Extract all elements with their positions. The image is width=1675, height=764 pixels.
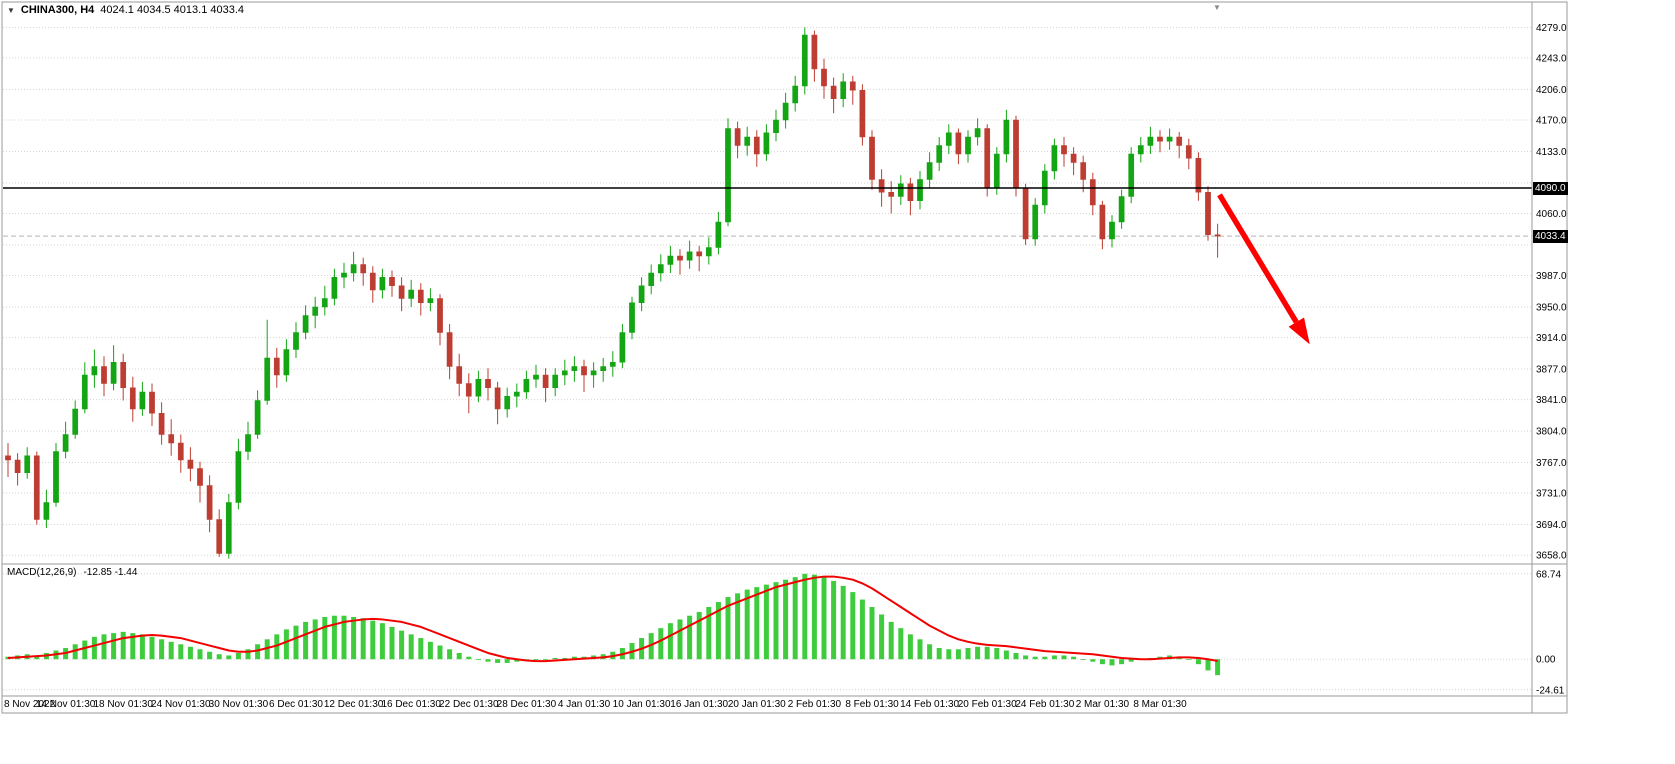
- svg-text:3804.0: 3804.0: [1536, 427, 1567, 438]
- svg-text:30 Nov 01:30: 30 Nov 01:30: [209, 699, 269, 710]
- svg-text:12 Dec 01:30: 12 Dec 01:30: [324, 699, 384, 710]
- svg-text:10 Jan 01:30: 10 Jan 01:30: [613, 699, 671, 710]
- svg-text:3877.0: 3877.0: [1536, 365, 1567, 376]
- svg-text:3950.0: 3950.0: [1536, 303, 1567, 314]
- svg-text:3841.0: 3841.0: [1536, 395, 1567, 406]
- svg-text:8 Nov 2022: 8 Nov 2022: [4, 699, 56, 710]
- svg-text:16 Dec 01:30: 16 Dec 01:30: [381, 699, 441, 710]
- trend-arrow-annotation[interactable]: [1217, 193, 1310, 345]
- svg-text:4206.0: 4206.0: [1536, 85, 1567, 96]
- svg-text:3658.0: 3658.0: [1536, 551, 1567, 562]
- chart-borders: [1, 1, 1568, 714]
- ohlc-values: 4024.1 4034.5 4013.1 4033.4: [100, 4, 245, 16]
- macd-values: -12.85 -1.44: [83, 567, 138, 578]
- macd-histogram: [5, 573, 1221, 676]
- svg-text:24 Nov 01:30: 24 Nov 01:30: [151, 699, 211, 710]
- macd-signal-line: [7, 575, 1218, 663]
- svg-text:3914.0: 3914.0: [1536, 333, 1567, 344]
- symbol-timeframe-label: CHINA300, H4: [20, 4, 95, 16]
- svg-text:3987.0: 3987.0: [1536, 271, 1567, 282]
- current-price-label: 4033.4: [1533, 229, 1568, 243]
- svg-text:20 Feb 01:30: 20 Feb 01:30: [958, 699, 1017, 710]
- svg-text:20 Jan 01:30: 20 Jan 01:30: [728, 699, 786, 710]
- svg-text:6 Dec 01:30: 6 Dec 01:30: [269, 699, 323, 710]
- svg-text:18 Nov 01:30: 18 Nov 01:30: [93, 699, 153, 710]
- svg-text:0.00: 0.00: [1536, 655, 1556, 666]
- chart-shift-marker-icon[interactable]: ▼: [1213, 3, 1221, 12]
- svg-text:4243.0: 4243.0: [1536, 53, 1567, 64]
- price-line-label: 4090.0: [1533, 181, 1568, 195]
- svg-text:68.74: 68.74: [1536, 569, 1561, 580]
- macd-indicator-label: MACD(12,26,9) -12.85 -1.44: [7, 567, 137, 578]
- svg-text:16 Jan 01:30: 16 Jan 01:30: [670, 699, 728, 710]
- svg-text:4279.0: 4279.0: [1536, 23, 1567, 34]
- svg-text:4170.0: 4170.0: [1536, 116, 1567, 127]
- candlestick-series[interactable]: [5, 27, 1221, 559]
- svg-text:28 Dec 01:30: 28 Dec 01:30: [497, 699, 557, 710]
- svg-text:14 Nov 01:30: 14 Nov 01:30: [36, 699, 96, 710]
- chart-header: ▼ CHINA300, H4 4024.1 4034.5 4013.1 4033…: [7, 4, 244, 16]
- svg-text:4060.0: 4060.0: [1536, 209, 1567, 220]
- svg-text:14 Feb 01:30: 14 Feb 01:30: [900, 699, 959, 710]
- svg-text:22 Dec 01:30: 22 Dec 01:30: [439, 699, 499, 710]
- symbol-dropdown-icon[interactable]: ▼: [7, 5, 15, 15]
- price-axis-labels[interactable]: 4279.0 4243.0 4206.0 4170.0 4133.0 4060.0 3987…: [1536, 23, 1567, 696]
- svg-text:4 Jan 01:30: 4 Jan 01:30: [558, 699, 611, 710]
- svg-text:8 Feb 01:30: 8 Feb 01:30: [845, 699, 899, 710]
- svg-text:4133.0: 4133.0: [1536, 147, 1567, 158]
- svg-text:2 Feb 01:30: 2 Feb 01:30: [788, 699, 842, 710]
- svg-text:2 Mar 01:30: 2 Mar 01:30: [1076, 699, 1130, 710]
- svg-text:24 Feb 01:30: 24 Feb 01:30: [1015, 699, 1074, 710]
- svg-text:3694.0: 3694.0: [1536, 520, 1567, 531]
- svg-text:3767.0: 3767.0: [1536, 458, 1567, 469]
- macd-name: MACD(12,26,9): [7, 567, 77, 578]
- svg-text:8 Mar 01:30: 8 Mar 01:30: [1133, 699, 1187, 710]
- svg-text:3731.0: 3731.0: [1536, 489, 1567, 500]
- svg-text:-24.61: -24.61: [1536, 685, 1565, 696]
